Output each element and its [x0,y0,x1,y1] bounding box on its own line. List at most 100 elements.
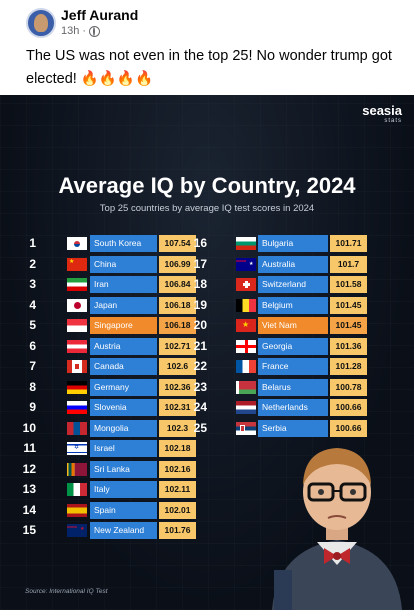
rank-number: 11 [23,441,36,455]
flag-georgia-icon [236,339,256,353]
country-name: Iran [90,276,157,293]
country-name: Japan [90,296,157,314]
iq-score: 101.28 [330,358,367,375]
iq-score: 101.7 [330,255,367,273]
rank-number: 21 [193,338,207,353]
iq-score: 101.45 [330,296,367,314]
flag-germany-icon [67,380,87,394]
iq-score: 101.71 [330,235,367,252]
ranking-row: 6 Austria 102.71 [0,337,414,355]
avatar[interactable] [26,8,56,38]
iq-score: 102.16 [159,460,196,478]
iq-score: 100.78 [330,378,367,396]
flag-slovenia-icon [67,401,87,414]
ranking-row: 16 Bulgaria 101.71 [0,235,414,252]
iq-score: 102.3 [159,419,196,437]
source-note: Source: International IQ Test [25,588,108,595]
rank-number: 22 [193,359,207,373]
boy-illustration [272,448,402,610]
flag-austria-icon [67,339,87,353]
flag-south-korea-icon [67,237,87,250]
ranking-row: 1 South Korea 107.54 [0,235,414,252]
rank-number: 3 [29,277,36,291]
iq-score: 106.99 [159,255,196,273]
rank-number: 15 [22,523,36,537]
rank-number: 19 [193,297,207,312]
flag-serbia-icon [236,421,256,435]
country-name: Serbia [258,419,328,437]
country-name: Mongolia [90,419,157,437]
avatar-face [34,14,48,32]
iq-score: 106.18 [159,296,196,314]
iq-score: 102.18 [159,440,196,457]
rank-number: 17 [193,256,207,271]
ranking-row: 8 Germany 102.36 [0,378,414,396]
ranking-row: 9 Slovenia 102.31 [0,399,414,416]
country-name: Georgia [258,337,328,355]
ranking-row: 23 Belarus 100.78 [0,378,414,396]
flag-canada-icon [67,360,87,373]
iq-score: 102.31 [159,399,196,416]
rank-number: 25 [193,420,207,435]
ranking-row: 12 Sri Lanka 102.16 [0,460,414,478]
country-name: Sri Lanka [90,460,157,478]
iq-score: 107.54 [159,235,196,252]
rank-number: 8 [29,379,36,394]
flag-china-icon: ★ [67,257,87,271]
post-text: The US was not even in the top 25! No wo… [26,48,392,87]
flag-new-zealand-icon: ★ [67,524,87,537]
infographic-image[interactable]: seasia stats Average IQ by Country, 2024… [0,95,414,610]
ranking-row: 13 Italy 102.11 [0,481,414,498]
rank-number: 20 [193,318,207,332]
rank-number: 2 [29,256,36,271]
ranking-row: 19 Belgium 101.45 [0,296,414,314]
flag-sri-lanka-icon [67,462,87,476]
rank-number: 24 [193,400,207,414]
ranking-row: 15 ★ New Zealand 101.76 [0,522,414,539]
ranking-row: 3 Iran 106.84 [0,276,414,293]
rank-number: 14 [22,502,36,517]
flag-australia-icon: ★ [236,257,256,271]
rank-number: 18 [193,277,207,291]
flag-italy-icon [67,483,87,496]
iq-score: 102.01 [159,501,196,519]
ranking-row: 20 ★ Viet Nam 101.45 [0,317,414,334]
ranking-row: 4 Japan 106.18 [0,296,414,314]
flag-iran-icon [67,278,87,291]
iq-score: 106.84 [159,276,196,293]
brand-logo: seasia stats [362,104,402,127]
flag-spain-icon [67,503,87,517]
iq-score: 102.71 [159,337,196,355]
ranking-row: 14 Spain 102.01 [0,501,414,519]
rank-number: 1 [29,236,36,250]
iq-score: 100.66 [330,419,367,437]
ranking-row: 17 ★ Australia 101.7 [0,255,414,273]
country-name: South Korea [90,235,157,252]
flag-belarus-icon [236,380,256,394]
ranking-row: 2 ★ China 106.99 [0,255,414,273]
iq-score: 102.6 [159,358,196,375]
flag-switzerland-icon [236,278,256,291]
meta-separator: · [82,25,87,37]
country-name: Bulgaria [258,235,328,252]
author-name[interactable]: Jeff Aurand [61,7,139,23]
ranking-row: 10 Mongolia 102.3 [0,419,414,437]
flag-japan-icon [67,298,87,312]
rank-number: 7 [29,359,36,373]
iq-score: 101.36 [330,337,367,355]
iq-score: 102.36 [159,378,196,396]
country-name: Viet Nam [258,317,328,334]
flag-mongolia-icon [67,421,87,435]
post-meta: 13h · [61,25,101,37]
country-name: China [90,255,157,273]
country-name: Australia [258,255,328,273]
chart-title: Average IQ by Country, 2024 [58,173,356,198]
flag-israel-icon: ✡ [67,442,87,455]
post-time[interactable]: 13h [61,25,80,37]
iq-score: 101.58 [330,276,367,293]
country-name: France [258,358,328,375]
iq-score: 106.18 [159,317,196,334]
globe-icon [89,25,101,37]
country-name: Belarus [258,378,328,396]
rank-number: 23 [193,379,207,394]
